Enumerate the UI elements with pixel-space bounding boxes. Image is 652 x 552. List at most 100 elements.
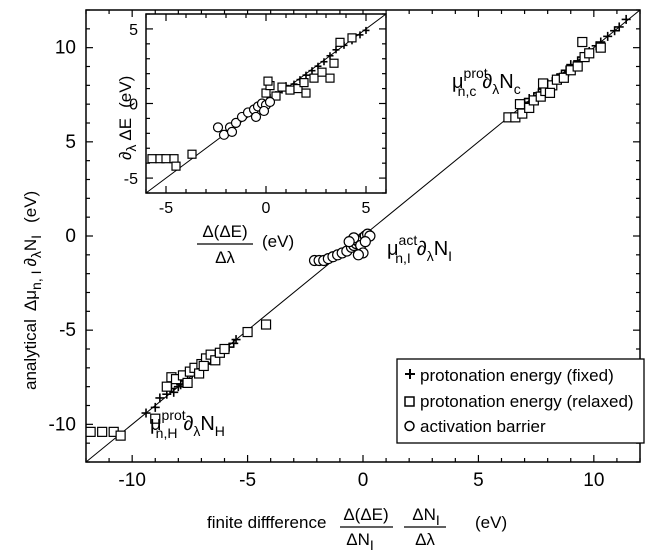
- inset-point-square: [169, 154, 179, 164]
- main-point-square: [572, 61, 583, 72]
- main-point-square: [182, 377, 193, 388]
- legend-marker-square: [404, 396, 415, 407]
- main-point-plus: [141, 408, 151, 418]
- main-point-plus: [603, 31, 613, 41]
- inset-point-square: [335, 37, 345, 47]
- main-point-square: [558, 72, 569, 83]
- main-point-square: [219, 343, 230, 355]
- inset-point-square: [271, 91, 281, 101]
- inset-y-tick-label: -5: [124, 171, 138, 188]
- legend-marker-plus: [405, 369, 415, 379]
- inset-point-plus: [332, 46, 340, 54]
- main-x-tick-label: -10: [118, 470, 145, 491]
- main-point-square: [115, 430, 126, 441]
- main-point-circle: [352, 249, 364, 261]
- main-point-square: [97, 426, 108, 437]
- legend-item-relaxed: protonation energy (relaxed): [420, 392, 634, 411]
- inset-point-circle: [264, 96, 276, 108]
- main-point-square: [514, 99, 526, 110]
- annotation-bottom-left: μprot n,H ∂λNH: [150, 407, 225, 441]
- inset-point-plus: [308, 67, 316, 75]
- svg-text:finite diffference: finite diffference: [207, 513, 326, 532]
- svg-text:Δ(ΔE): Δ(ΔE): [202, 222, 247, 241]
- inset-y-axis-label: ∂λΔE(eV): [116, 76, 139, 160]
- main-point-square: [537, 78, 549, 89]
- main-point-square: [544, 87, 556, 98]
- main-point-square: [150, 413, 161, 424]
- inset-point-circle: [226, 126, 238, 137]
- inset-point-plus: [356, 31, 364, 39]
- main-x-tick-label: -5: [239, 470, 256, 491]
- legend-marker-circle: [404, 420, 415, 432]
- inset-y-tick-label: 0: [129, 97, 138, 114]
- inset-point-plus: [326, 52, 334, 60]
- main-point-square: [161, 381, 172, 392]
- inset-point-circle: [212, 122, 224, 133]
- annotation-middle: μact n,I ∂λNI: [387, 232, 452, 266]
- svg-text:Δλ: Δλ: [415, 530, 435, 549]
- svg-text:Δλ: Δλ: [215, 248, 235, 267]
- y-axis-label: analyticalΔμn, I∂λNI(eV): [21, 191, 44, 390]
- main-y-tick-label: 10: [55, 38, 76, 59]
- main-y-tick-label: 0: [65, 226, 76, 247]
- main-point-square: [242, 326, 253, 338]
- main-point-circle: [359, 236, 371, 248]
- main-point-square: [584, 48, 595, 59]
- main-x-tick-label: 10: [583, 470, 604, 491]
- main-x-tick-label: 0: [358, 470, 369, 491]
- inset-point-square: [161, 154, 171, 164]
- main-point-plus: [614, 22, 624, 32]
- main-plot-points: [85, 14, 631, 441]
- main-point-plus: [610, 26, 620, 36]
- inset-point-square: [299, 78, 309, 88]
- inset-point-square: [263, 76, 273, 86]
- inset-x-axis-label: Δ(ΔE) Δλ (eV): [197, 222, 294, 267]
- inset-point-circle: [230, 117, 242, 128]
- main-point-square: [577, 36, 588, 48]
- inset-plot: -5 0 5 -5 0 5: [124, 13, 387, 217]
- inset-point-square: [317, 67, 327, 77]
- inset-point-square: [309, 73, 319, 83]
- inset-point-square: [347, 33, 357, 43]
- inset-y-tick-label: 5: [129, 22, 138, 39]
- main-y-tick-label: -10: [49, 414, 76, 435]
- main-point-circle: [343, 236, 355, 248]
- inset-point-square: [261, 88, 271, 98]
- inset-x-tick-label: -5: [159, 200, 173, 217]
- svg-text:(eV): (eV): [262, 232, 294, 251]
- main-x-tick-label: 5: [473, 470, 484, 491]
- inset-ticks: -5 0 5 -5 0 5: [124, 13, 387, 217]
- inset-point-square: [285, 85, 295, 95]
- inset-point-square: [171, 161, 181, 171]
- inset-point-square: [301, 88, 311, 98]
- legend-item-activation: activation barrier: [420, 417, 546, 436]
- main-point-square: [198, 360, 209, 372]
- inset-point-square: [187, 149, 197, 159]
- main-y-tick-label: -5: [59, 320, 76, 341]
- main-point-square: [595, 42, 606, 53]
- inset-point-square: [325, 73, 335, 83]
- inset-point-plus: [362, 26, 370, 34]
- main-point-square: [85, 426, 96, 437]
- inset-point-plus: [302, 71, 310, 79]
- svg-text:Δ(ΔE): Δ(ΔE): [343, 505, 388, 524]
- main-point-square: [260, 319, 272, 330]
- svg-text:(eV): (eV): [475, 513, 507, 532]
- legend-item-fixed: protonation energy (fixed): [420, 366, 614, 385]
- inset-point-square: [329, 58, 339, 68]
- main-y-tick-label: 5: [65, 132, 76, 153]
- main-point-plus: [621, 14, 631, 24]
- inset-point-square: [277, 82, 287, 92]
- inset-point-circle: [258, 105, 270, 117]
- main-point-plus: [231, 335, 241, 345]
- annotation-top-right: μprot n,c ∂λNc: [452, 65, 521, 99]
- svg-text:ΔNI: ΔNI: [412, 505, 440, 528]
- legend-box: [396, 358, 645, 444]
- inset-x-tick-label: 5: [362, 200, 371, 217]
- main-point-plus: [155, 393, 165, 403]
- inset-point-plus: [320, 58, 328, 66]
- inset-x-tick-label: 0: [262, 200, 271, 217]
- legend: protonation energy (fixed) protonation e…: [396, 358, 645, 444]
- inset-point-square: [147, 154, 157, 164]
